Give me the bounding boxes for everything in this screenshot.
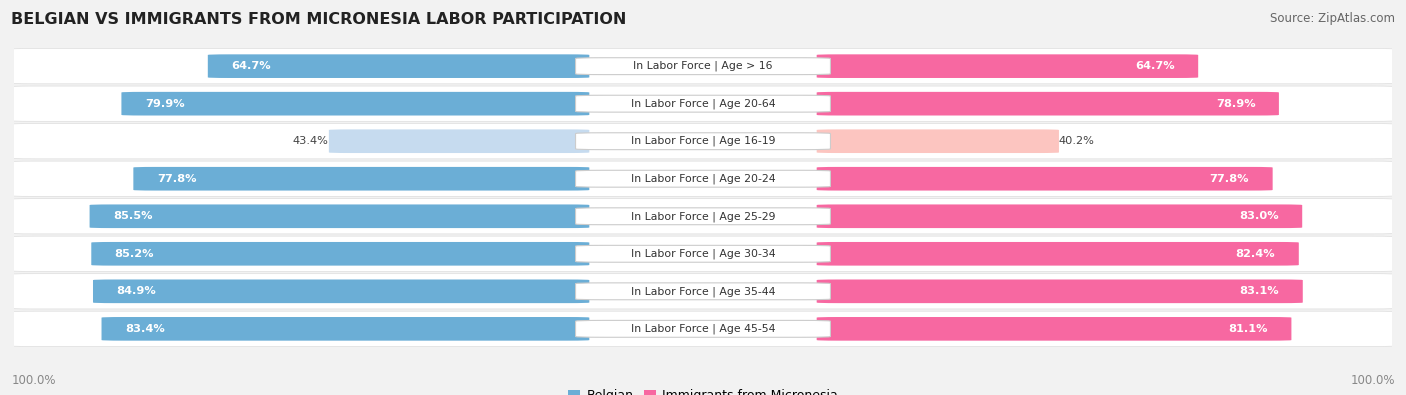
FancyBboxPatch shape — [575, 245, 831, 262]
Text: 83.0%: 83.0% — [1239, 211, 1279, 221]
Text: 100.0%: 100.0% — [11, 374, 56, 387]
FancyBboxPatch shape — [817, 167, 1272, 190]
FancyBboxPatch shape — [7, 49, 1399, 84]
Text: 84.9%: 84.9% — [117, 286, 156, 296]
Text: In Labor Force | Age 45-54: In Labor Force | Age 45-54 — [631, 324, 775, 334]
FancyBboxPatch shape — [90, 205, 589, 228]
Text: 81.1%: 81.1% — [1229, 324, 1268, 334]
Text: In Labor Force | Age 20-64: In Labor Force | Age 20-64 — [631, 98, 775, 109]
FancyBboxPatch shape — [7, 274, 1399, 309]
FancyBboxPatch shape — [575, 58, 831, 75]
FancyBboxPatch shape — [91, 242, 589, 265]
Text: 83.1%: 83.1% — [1240, 286, 1279, 296]
Text: In Labor Force | Age 16-19: In Labor Force | Age 16-19 — [631, 136, 775, 147]
FancyBboxPatch shape — [817, 242, 1299, 265]
FancyBboxPatch shape — [575, 320, 831, 337]
Text: 64.7%: 64.7% — [1135, 61, 1175, 71]
FancyBboxPatch shape — [575, 208, 831, 225]
Text: 79.9%: 79.9% — [145, 99, 184, 109]
FancyBboxPatch shape — [817, 130, 1059, 153]
FancyBboxPatch shape — [817, 92, 1279, 115]
FancyBboxPatch shape — [575, 95, 831, 112]
Text: 77.8%: 77.8% — [1209, 174, 1249, 184]
FancyBboxPatch shape — [575, 133, 831, 150]
Text: 83.4%: 83.4% — [125, 324, 165, 334]
FancyBboxPatch shape — [575, 283, 831, 300]
Text: In Labor Force | Age 30-34: In Labor Force | Age 30-34 — [631, 248, 775, 259]
Text: 43.4%: 43.4% — [292, 136, 329, 146]
FancyBboxPatch shape — [817, 280, 1303, 303]
Text: 40.2%: 40.2% — [1059, 136, 1095, 146]
FancyBboxPatch shape — [7, 124, 1399, 159]
Text: In Labor Force | Age 20-24: In Labor Force | Age 20-24 — [631, 173, 775, 184]
Text: BELGIAN VS IMMIGRANTS FROM MICRONESIA LABOR PARTICIPATION: BELGIAN VS IMMIGRANTS FROM MICRONESIA LA… — [11, 12, 627, 27]
FancyBboxPatch shape — [817, 55, 1198, 78]
FancyBboxPatch shape — [93, 280, 589, 303]
FancyBboxPatch shape — [101, 317, 589, 340]
FancyBboxPatch shape — [7, 161, 1399, 196]
Text: 64.7%: 64.7% — [231, 61, 271, 71]
FancyBboxPatch shape — [329, 130, 589, 153]
Text: Source: ZipAtlas.com: Source: ZipAtlas.com — [1270, 12, 1395, 25]
FancyBboxPatch shape — [208, 55, 589, 78]
FancyBboxPatch shape — [7, 199, 1399, 234]
FancyBboxPatch shape — [134, 167, 589, 190]
FancyBboxPatch shape — [7, 236, 1399, 271]
Text: 78.9%: 78.9% — [1216, 99, 1256, 109]
Text: 82.4%: 82.4% — [1236, 249, 1275, 259]
FancyBboxPatch shape — [7, 311, 1399, 346]
FancyBboxPatch shape — [121, 92, 589, 115]
FancyBboxPatch shape — [575, 170, 831, 187]
Text: In Labor Force | Age > 16: In Labor Force | Age > 16 — [633, 61, 773, 71]
Text: In Labor Force | Age 35-44: In Labor Force | Age 35-44 — [631, 286, 775, 297]
Text: 85.2%: 85.2% — [115, 249, 155, 259]
Text: 77.8%: 77.8% — [157, 174, 197, 184]
Text: 85.5%: 85.5% — [112, 211, 152, 221]
FancyBboxPatch shape — [817, 205, 1302, 228]
FancyBboxPatch shape — [7, 86, 1399, 121]
Legend: Belgian, Immigrants from Micronesia: Belgian, Immigrants from Micronesia — [562, 384, 844, 395]
Text: In Labor Force | Age 25-29: In Labor Force | Age 25-29 — [631, 211, 775, 222]
FancyBboxPatch shape — [817, 317, 1291, 340]
Text: 100.0%: 100.0% — [1350, 374, 1395, 387]
